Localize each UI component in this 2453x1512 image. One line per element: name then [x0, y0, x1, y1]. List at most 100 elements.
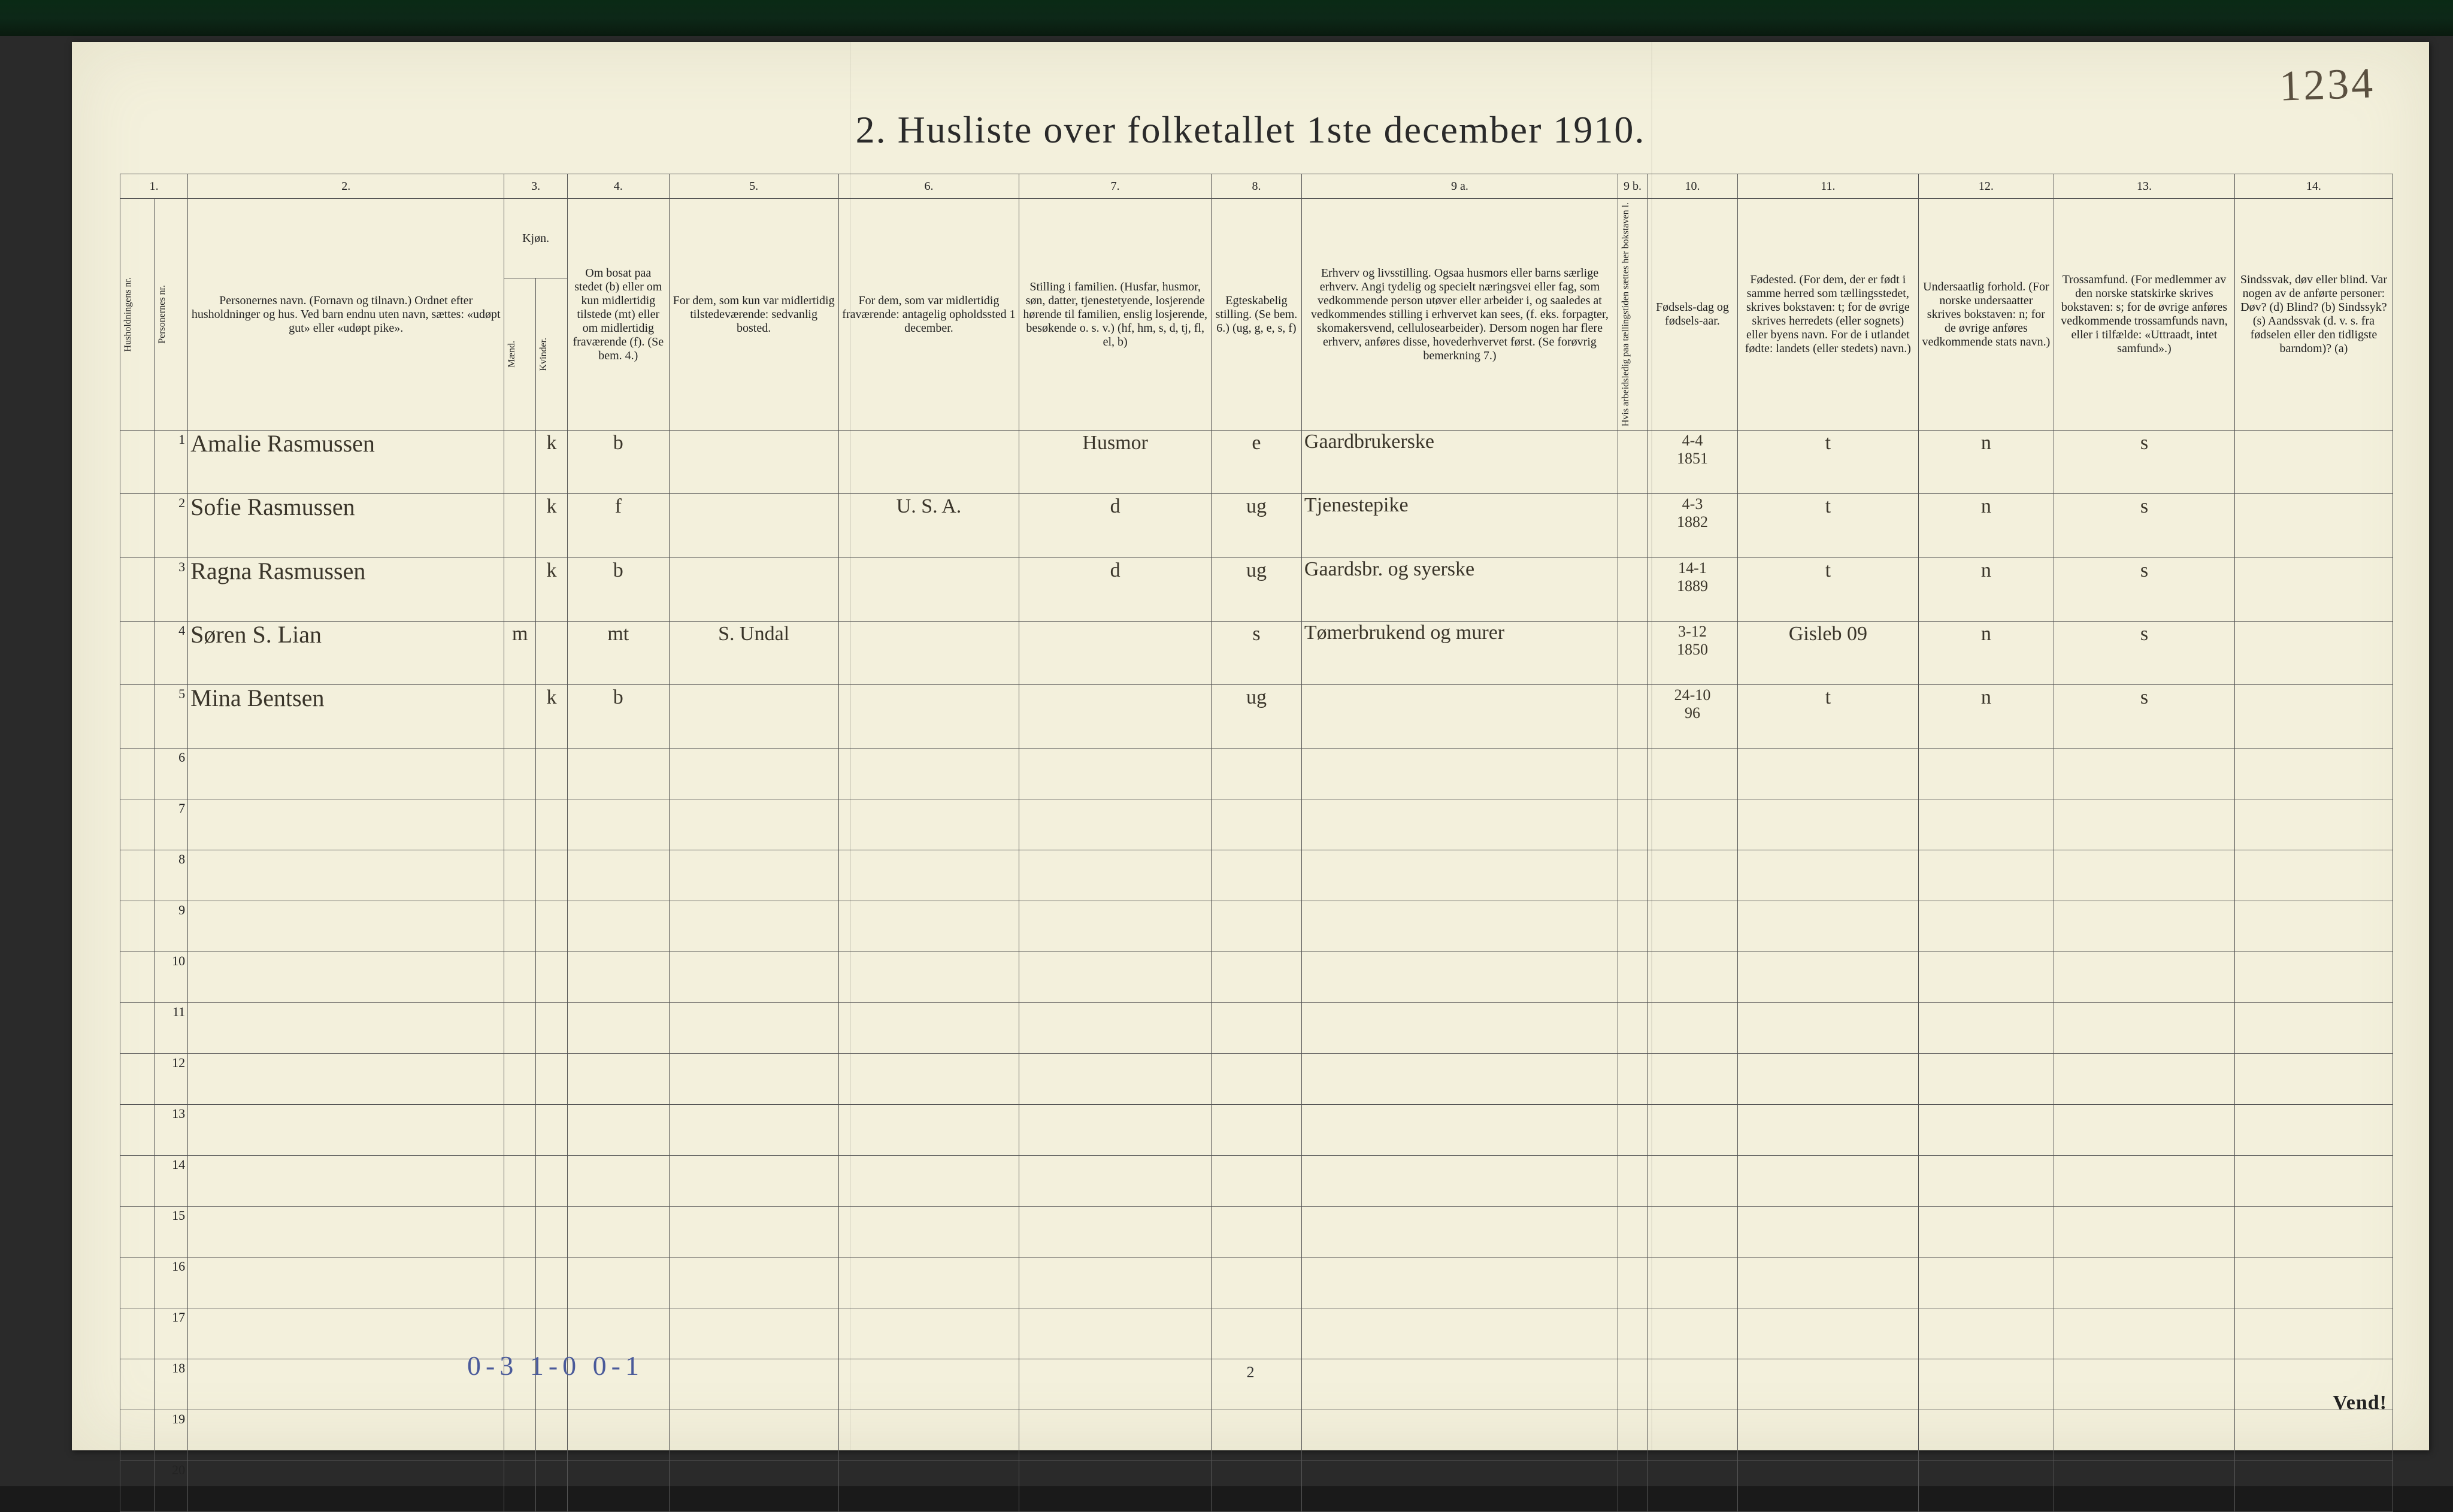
- empty-cell: [669, 1206, 838, 1257]
- colnum-11: 11.: [1737, 174, 1918, 199]
- household-nr-cell: [120, 431, 155, 494]
- empty-cell: [1918, 1002, 2054, 1053]
- empty-cell: [188, 1155, 504, 1206]
- person-nr-cell: 19: [154, 1410, 188, 1461]
- midl-fravar-cell: U. S. A.: [838, 494, 1019, 557]
- empty-cell: [504, 850, 536, 901]
- household-nr-cell: [120, 557, 155, 621]
- empty-cell: [1918, 1053, 2054, 1104]
- empty-cell: [1019, 749, 1212, 799]
- header-midl-tilstede: For dem, som kun var midlertidig tilsted…: [669, 199, 838, 431]
- empty-cell: [1212, 799, 1302, 850]
- name-cell: Søren S. Lian: [188, 621, 504, 684]
- colnum-2: 2.: [188, 174, 504, 199]
- empty-cell: [1301, 1410, 1618, 1461]
- empty-cell: [1212, 1410, 1302, 1461]
- table-row-empty: 13: [120, 1104, 2393, 1155]
- trossamfund-cell: s: [2054, 494, 2235, 557]
- name-cell: Ragna Rasmussen: [188, 557, 504, 621]
- erhverv-cell: Tømerbrukend og murer: [1301, 621, 1618, 684]
- empty-cell: [1648, 1155, 1738, 1206]
- header-maend: Mænd.: [504, 278, 536, 431]
- empty-cell: [669, 1155, 838, 1206]
- empty-cell: [504, 901, 536, 952]
- fodsel-cell: 3-121850: [1648, 621, 1738, 684]
- household-nr-cell: [120, 1257, 155, 1308]
- colnum-10: 10.: [1648, 174, 1738, 199]
- empty-cell: [567, 901, 669, 952]
- empty-cell: [669, 1308, 838, 1359]
- empty-cell: [1737, 952, 1918, 1003]
- empty-cell: [504, 749, 536, 799]
- empty-cell: [2054, 1410, 2235, 1461]
- colnum-12: 12.: [1918, 174, 2054, 199]
- male-cell: [504, 494, 536, 557]
- empty-cell: [669, 901, 838, 952]
- sindssvak-cell: [2234, 431, 2393, 494]
- empty-cell: [1737, 1053, 1918, 1104]
- empty-cell: [1737, 1104, 1918, 1155]
- household-nr-cell: [120, 1155, 155, 1206]
- name-cell: Amalie Rasmussen: [188, 431, 504, 494]
- household-nr-cell: [120, 621, 155, 684]
- empty-cell: [1301, 850, 1618, 901]
- table-row: 4Søren S. LianmmtS. UndalsTømerbrukend o…: [120, 621, 2393, 684]
- person-nr-cell: 15: [154, 1206, 188, 1257]
- erhverv-cell: Gaardsbr. og syerske: [1301, 557, 1618, 621]
- male-cell: [504, 431, 536, 494]
- empty-cell: [1212, 1308, 1302, 1359]
- empty-cell: [1301, 901, 1618, 952]
- empty-cell: [1737, 799, 1918, 850]
- household-nr-cell: [120, 1410, 155, 1461]
- empty-cell: [188, 1308, 504, 1359]
- empty-cell: [669, 749, 838, 799]
- empty-cell: [1301, 1104, 1618, 1155]
- empty-cell: [567, 1104, 669, 1155]
- empty-cell: [2054, 1257, 2235, 1308]
- person-nr-cell: 10: [154, 952, 188, 1003]
- header-egteskab: Egteskabelig stilling. (Se bem. 6.) (ug,…: [1212, 199, 1302, 431]
- bosat-cell: b: [567, 431, 669, 494]
- male-cell: [504, 684, 536, 748]
- stilling-cell: Husmor: [1019, 431, 1212, 494]
- empty-cell: [504, 1257, 536, 1308]
- arbeidsledig-cell: [1618, 494, 1648, 557]
- empty-cell: [1918, 1308, 2054, 1359]
- empty-cell: [1918, 749, 2054, 799]
- fodested-cell: t: [1737, 684, 1918, 748]
- egteskab-cell: s: [1212, 621, 1302, 684]
- empty-cell: [2234, 1206, 2393, 1257]
- empty-cell: [1618, 1410, 1648, 1461]
- table-row-empty: 17: [120, 1308, 2393, 1359]
- empty-cell: [838, 1053, 1019, 1104]
- empty-cell: [567, 850, 669, 901]
- empty-cell: [1648, 1257, 1738, 1308]
- header-person-nr: Personernes nr.: [157, 285, 168, 344]
- empty-cell: [838, 1155, 1019, 1206]
- empty-cell: [1212, 850, 1302, 901]
- header-kvinder: Kvinder.: [536, 278, 568, 431]
- empty-cell: [504, 799, 536, 850]
- header-sindssvak: Sindssvak, døv eller blind. Var nogen av…: [2234, 199, 2393, 431]
- empty-cell: [2234, 1155, 2393, 1206]
- table-row-empty: 6: [120, 749, 2393, 799]
- empty-cell: [188, 1053, 504, 1104]
- empty-cell: [536, 1410, 568, 1461]
- fodested-cell: t: [1737, 494, 1918, 557]
- empty-cell: [1618, 952, 1648, 1003]
- person-nr-cell: 13: [154, 1104, 188, 1155]
- empty-cell: [2234, 952, 2393, 1003]
- midl-tilstede-cell: S. Undal: [669, 621, 838, 684]
- empty-cell: [2234, 1002, 2393, 1053]
- empty-cell: [188, 1002, 504, 1053]
- fodested-cell: t: [1737, 431, 1918, 494]
- empty-cell: [536, 1257, 568, 1308]
- empty-cell: [2054, 799, 2235, 850]
- empty-cell: [2234, 799, 2393, 850]
- empty-cell: [838, 749, 1019, 799]
- erhverv-cell: Gaardbrukerske: [1301, 431, 1618, 494]
- midl-fravar-cell: [838, 621, 1019, 684]
- header-fodselsdag: Fødsels-dag og fødsels-aar.: [1648, 199, 1738, 431]
- footer-page-number: 2: [1247, 1363, 1255, 1381]
- empty-cell: [1737, 901, 1918, 952]
